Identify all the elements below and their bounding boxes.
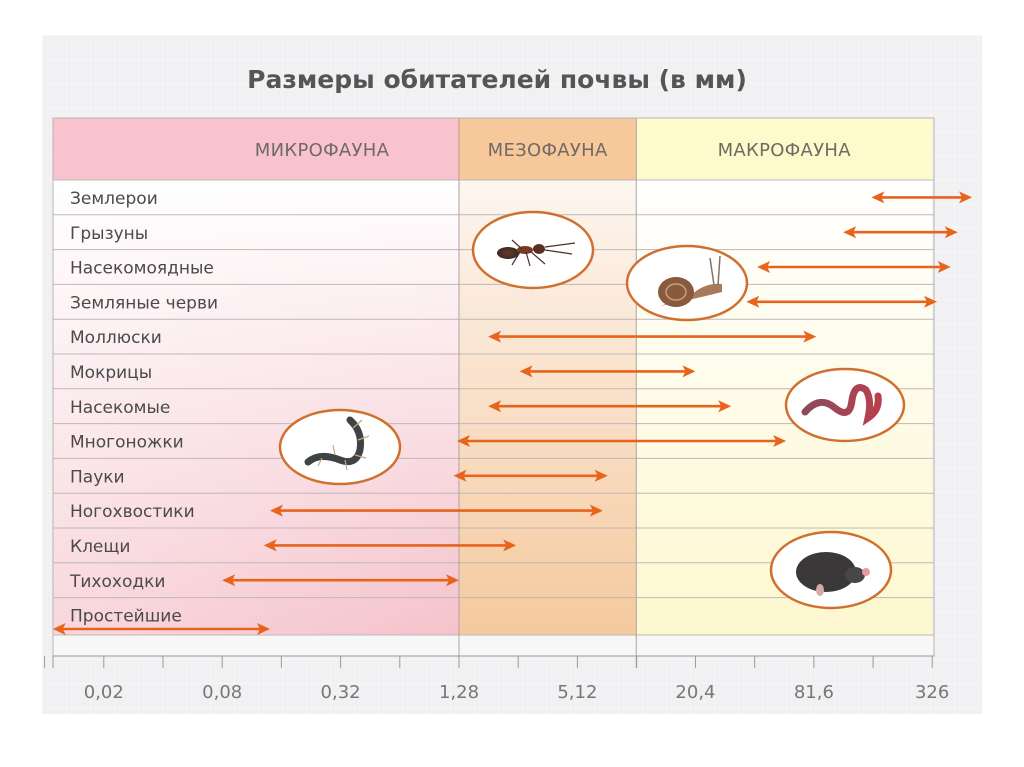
mole-icon <box>769 530 893 610</box>
mole-nose <box>862 568 870 576</box>
zone-microfauna-header <box>53 118 459 180</box>
range-arrow-10 <box>263 539 517 552</box>
illustrations-layer <box>278 210 906 610</box>
illustration-frame <box>278 408 402 486</box>
snail-shell <box>658 277 694 307</box>
zone-microfauna: МИКРОФАУНА <box>53 118 459 635</box>
arrow-head-right <box>503 539 517 552</box>
zone-macrofauna-label: МАКРОФАУНА <box>718 140 852 161</box>
axis-gap <box>53 635 934 656</box>
arrow-head-right <box>594 469 608 482</box>
arrow-head-right <box>589 504 603 517</box>
ant-icon <box>471 210 595 290</box>
arrow-head-left <box>52 623 66 635</box>
snail-icon <box>625 244 749 322</box>
row-label: Мокрицы <box>70 363 152 383</box>
zone-microfauna-label: МИКРОФАУНА <box>255 140 390 161</box>
range-arrow-5 <box>519 365 696 378</box>
range-arrow-9 <box>269 504 603 517</box>
arrow-head-right <box>256 623 270 635</box>
range-arrow-2 <box>757 261 951 273</box>
illustration-frame <box>784 367 906 443</box>
arrow-head-right <box>959 191 973 204</box>
row-label: Пауки <box>70 467 125 487</box>
row-label: Многоножки <box>70 433 184 453</box>
x-tick-label: 81,6 <box>794 682 834 703</box>
row-label: Грызуны <box>70 224 148 244</box>
range-arrow-8 <box>453 469 608 482</box>
range-arrows-layer <box>52 191 973 635</box>
arrow-head-right <box>803 330 817 343</box>
x-tick-label: 20,4 <box>675 682 715 703</box>
arrow-head-left <box>269 504 283 517</box>
arrow-head-right <box>682 365 696 378</box>
row-label: Клещи <box>70 537 130 557</box>
range-arrow-0 <box>871 191 973 204</box>
range-arrow-12 <box>52 623 270 635</box>
snail-tentacles <box>709 255 721 286</box>
zone-mesofauna-header <box>459 118 637 180</box>
snail-shell-spiral <box>665 283 687 301</box>
range-arrow-6 <box>488 400 732 413</box>
ant-head <box>533 244 545 254</box>
arrow-head-right <box>718 400 732 413</box>
millipede-body <box>304 416 364 466</box>
ant-legs <box>511 239 576 267</box>
arrow-head-left <box>843 226 857 239</box>
row-label: Ногохвостики <box>70 502 195 522</box>
zone-mesofauna-label: МЕЗОФАУНА <box>488 140 608 161</box>
arrow-head-right <box>773 435 787 447</box>
x-tick-label: 0,02 <box>84 682 124 703</box>
arrow-head-left <box>488 400 502 413</box>
range-arrow-1 <box>843 226 958 239</box>
x-tick-label: 5,12 <box>557 682 597 703</box>
arrow-head-left <box>871 191 885 204</box>
arrow-head-left <box>453 469 467 482</box>
row-label: Моллюски <box>70 328 162 348</box>
snail-body <box>660 283 722 306</box>
arrow-head-right <box>446 574 459 587</box>
arrow-head-right <box>937 261 951 273</box>
arrow-head-left <box>263 539 277 552</box>
arrow-head-right <box>944 226 958 239</box>
arrow-head-left <box>222 574 236 587</box>
ant-abdomen <box>497 247 519 259</box>
worm-icon <box>784 367 906 443</box>
range-arrow-3 <box>746 295 937 308</box>
zone-mesofauna: МЕЗОФАУНА <box>459 118 637 635</box>
millipede-icon <box>278 408 402 486</box>
x-tick-label: 326 <box>915 682 949 703</box>
x-tick-label: 0,32 <box>321 682 361 703</box>
millipede-legs <box>317 419 370 471</box>
x-tick-label: 1,28 <box>439 682 479 703</box>
range-arrow-11 <box>222 574 459 587</box>
range-arrow-4 <box>488 330 817 343</box>
row-label: Тихоходки <box>69 572 165 592</box>
chart-title: Размеры обитателей почвы (в мм) <box>247 65 747 94</box>
arrow-head-right <box>923 295 937 308</box>
zone-macrofauna-header <box>636 118 933 180</box>
worm-body <box>801 384 882 426</box>
arrow-head-left <box>456 435 470 447</box>
arrow-head-left <box>488 330 502 343</box>
mole-head <box>845 567 865 583</box>
arrow-head-left <box>746 295 760 308</box>
row-label: Насекомоядные <box>70 259 214 279</box>
mole-paw <box>816 584 824 596</box>
range-arrow-7 <box>456 435 787 447</box>
mole-body <box>796 552 856 592</box>
x-axis: 0,02 0,08 0,32 1,28 5,12 20,4 81,6 326 <box>44 655 949 703</box>
row-label: Землерои <box>70 189 158 209</box>
x-tick-label: 0,08 <box>202 682 242 703</box>
row-label: Насекомые <box>70 398 170 418</box>
row-label: Простейшие <box>70 607 182 627</box>
arrow-head-left <box>519 365 533 378</box>
zone-microfauna-highlight <box>53 180 459 635</box>
row-label: Земляные черви <box>70 293 218 313</box>
arrow-head-left <box>757 261 771 273</box>
